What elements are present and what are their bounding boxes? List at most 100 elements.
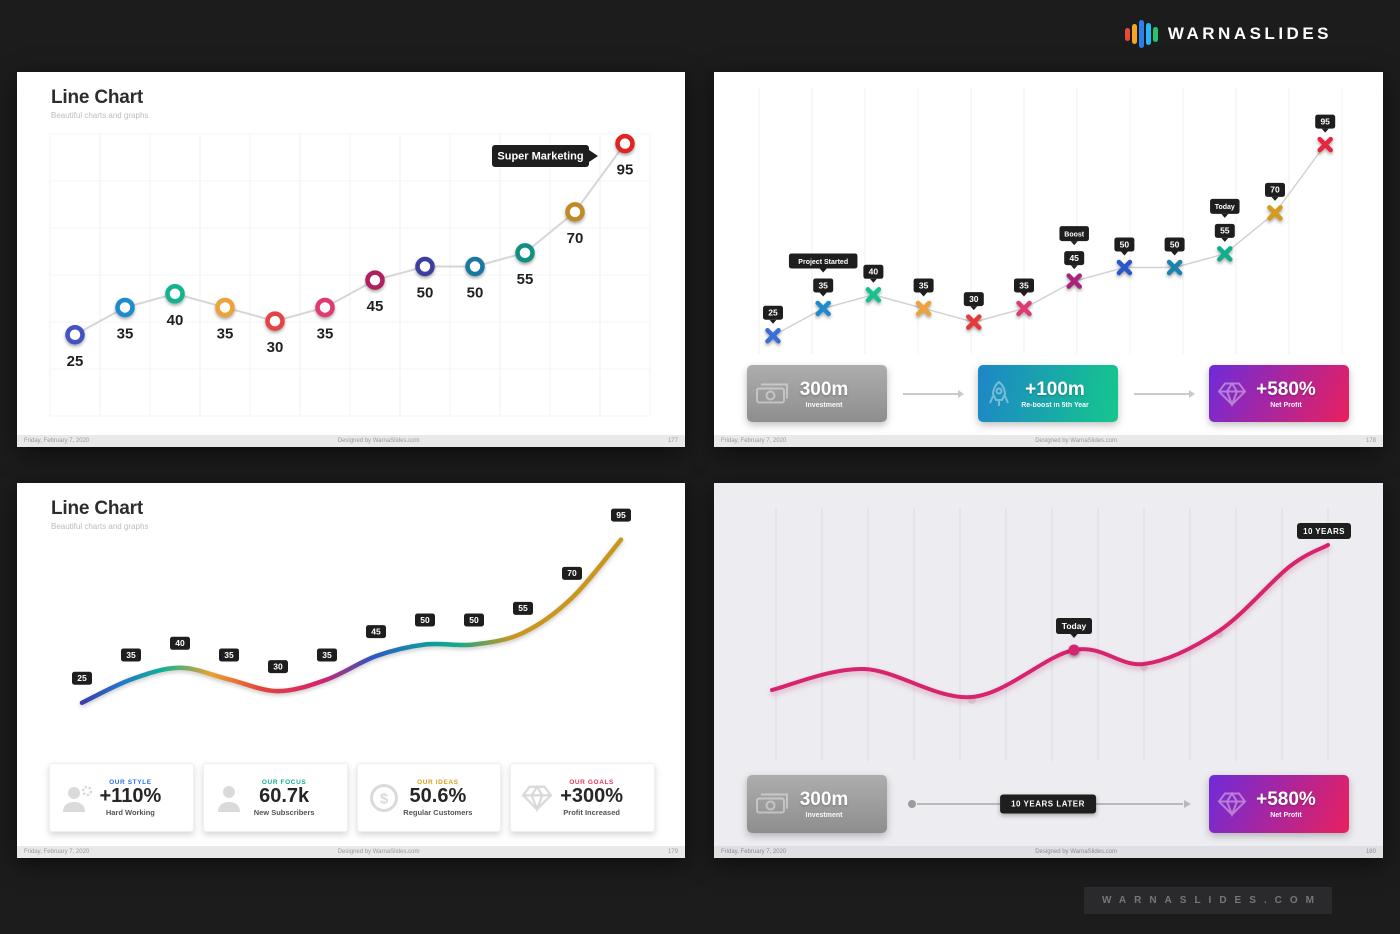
diamond-icon — [1217, 380, 1247, 407]
data-point — [465, 256, 485, 277]
worker-icon — [60, 782, 94, 814]
logo-bar — [1138, 20, 1144, 48]
slide3-line-chart: 25 35 40 35 30 35 45 50 50 55 70 95 — [17, 503, 685, 763]
value-badge — [72, 671, 92, 685]
timeline-start-dot-icon — [908, 800, 916, 808]
slide3-subtitle: Beautiful charts and graphs — [51, 522, 149, 531]
card-value: +580% — [1256, 789, 1316, 810]
flow-arrow-icon — [903, 389, 964, 398]
svg-text:25: 25 — [77, 673, 87, 683]
card-value: +100m — [1025, 378, 1085, 400]
svg-text:25: 25 — [768, 308, 778, 318]
data-point — [315, 297, 335, 318]
card-value: 300m — [799, 378, 849, 400]
value-badge — [513, 601, 533, 615]
svg-text:70: 70 — [567, 568, 577, 578]
end-label-badge — [1297, 523, 1351, 539]
value-badge — [1315, 114, 1336, 129]
value-badge — [813, 278, 834, 293]
stat-body: OUR STYLE +110% Hard Working — [82, 779, 162, 817]
stat-eyebrow: OUR GOALS — [569, 778, 614, 786]
card-value: +580% — [1256, 378, 1316, 400]
stat-value: +300% — [560, 784, 624, 807]
data-point — [415, 256, 435, 277]
line-chart-x-markers-svg: 25 35 40 35 30 35 45 50 50 55 70 95 Project Started B… — [758, 87, 1343, 354]
data-point-x — [1066, 273, 1082, 289]
slide2-metric-cards: 300m Investment +100m Re-boost in 5th Ye… — [747, 365, 1349, 422]
value-badge — [121, 648, 141, 662]
data-point-x — [1317, 136, 1333, 153]
data-point — [65, 325, 85, 345]
money-icon — [755, 380, 789, 407]
logo-bar — [1145, 23, 1151, 45]
card-text: +100m Re-boost in 5th Year — [1007, 379, 1089, 409]
svg-text:35: 35 — [117, 325, 134, 342]
data-point-x — [966, 314, 982, 330]
value-badge — [415, 613, 435, 627]
svg-text:Today: Today — [1062, 621, 1087, 631]
value-badge — [913, 278, 934, 293]
slide2-line-chart: 25 35 40 35 30 35 45 50 50 55 70 95 Project Started B… — [714, 72, 1383, 372]
card-label: Re-boost in 5th Year — [1021, 401, 1089, 409]
value-badge — [464, 613, 484, 627]
site-watermark: WARNASLIDES.COM — [1084, 887, 1332, 914]
footer-date: Friday, February 7, 2020 — [721, 849, 787, 855]
logo-bar — [1152, 26, 1158, 42]
value-badge — [219, 648, 239, 662]
logo-bar — [1131, 24, 1137, 44]
diamond-icon — [1217, 791, 1247, 818]
stat-eyebrow: OUR IDEAS — [417, 778, 459, 786]
value-badge — [1064, 251, 1085, 266]
stat-value: 60.7k — [259, 784, 310, 807]
data-point-x — [765, 328, 781, 344]
timeline-arrow: 10 YEARS LATER — [905, 775, 1191, 833]
card-text: 300m Investment — [786, 789, 849, 819]
value-badge — [1014, 278, 1034, 293]
footer-page-number: 180 — [1365, 849, 1376, 855]
svg-text:95: 95 — [617, 162, 634, 179]
data-point — [165, 284, 185, 304]
svg-text:50: 50 — [1170, 239, 1180, 249]
svg-text:30: 30 — [969, 294, 979, 304]
footer-credit: Designed by WarnaSlides.com — [1035, 438, 1118, 444]
value-badge — [366, 625, 386, 639]
line-chart-rings-svg: 25 35 40 35 30 35 45 50 50 55 70 95 Super Marketing — [49, 133, 651, 417]
footer-page-number: 177 — [667, 438, 678, 444]
net-profit-card: +580% Net Profit — [1209, 365, 1349, 422]
card-label: Net Profit — [1270, 401, 1302, 409]
data-point-x — [1267, 205, 1283, 221]
data-point — [515, 243, 535, 263]
card-label: Investment — [805, 401, 843, 409]
years-later-badge: 10 YEARS LATER — [1000, 794, 1096, 814]
slide-3-gradient-line-chart: Line Chart Beautiful charts and graphs 2… — [17, 483, 685, 858]
stat-body: OUR IDEAS 50.6% Regular Customers — [385, 779, 472, 817]
footer-page-number: 178 — [1365, 438, 1376, 444]
reboost-card: +100m Re-boost in 5th Year — [978, 365, 1118, 422]
value-badge — [1210, 198, 1240, 214]
footer-credit: Designed by WarnaSlides.com — [337, 438, 420, 444]
annotation-tooltip — [492, 145, 589, 167]
warnaslides-logo-icon — [1124, 19, 1158, 49]
gradient-line-chart-svg: 25 35 40 35 30 35 45 50 50 55 70 95 — [72, 508, 631, 705]
brand-name: WARNASLIDES — [1167, 24, 1332, 43]
stat-card-our-focus: OUR FOCUS 60.7k New Subscribers — [202, 763, 348, 832]
card-text: +580% Net Profit — [1242, 789, 1316, 819]
data-point — [215, 297, 235, 318]
data-point-x — [915, 300, 932, 317]
value-badge — [562, 566, 582, 580]
svg-text:35: 35 — [1019, 280, 1029, 290]
stat-eyebrow: OUR STYLE — [109, 778, 152, 786]
data-point-x — [815, 300, 831, 317]
slide2-footer: Friday, February 7, 2020 Designed by War… — [714, 435, 1383, 447]
card-text: +580% Net Profit — [1242, 379, 1316, 409]
svg-text:Boost: Boost — [1064, 231, 1085, 238]
money-icon — [755, 791, 789, 818]
svg-text:25: 25 — [67, 353, 84, 370]
svg-text:70: 70 — [567, 230, 584, 247]
data-point — [115, 297, 135, 318]
footer-credit: Designed by WarnaSlides.com — [337, 849, 420, 855]
stat-card-our-ideas: $ OUR IDEAS 50.6% Regular Customers — [356, 763, 502, 832]
slide1-subtitle: Beautiful charts and graphs — [51, 111, 149, 120]
svg-text:95: 95 — [616, 510, 626, 520]
